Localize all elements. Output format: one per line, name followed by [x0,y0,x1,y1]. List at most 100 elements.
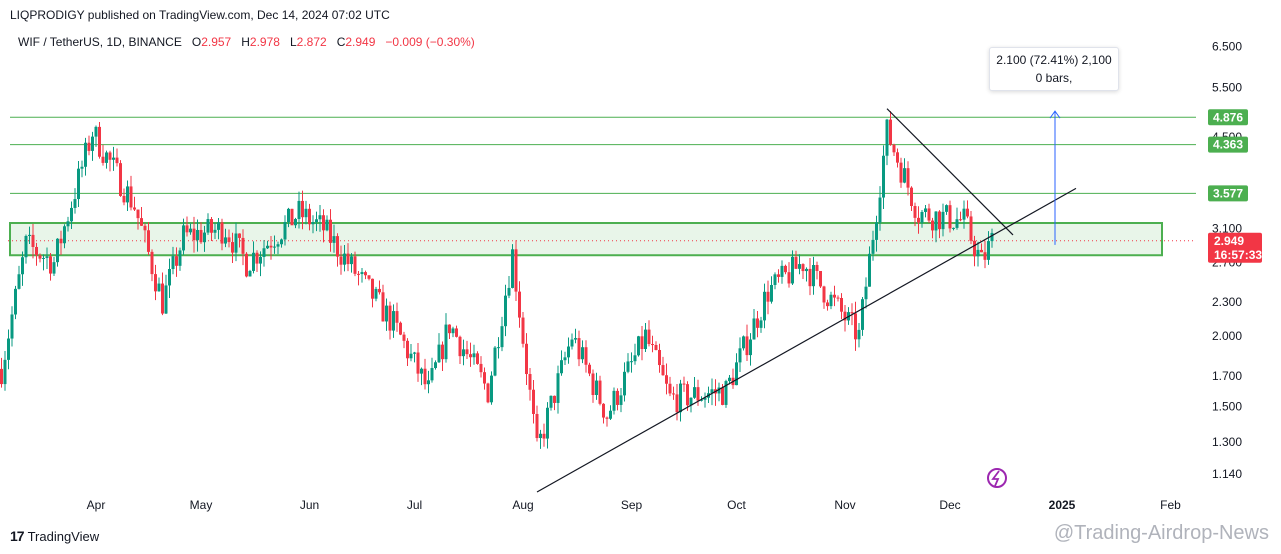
candle-body [567,346,570,358]
candle-body [472,353,476,358]
candle-body [504,295,507,327]
candle-body [791,256,794,284]
y-tick-label: 5.500 [1212,81,1242,95]
alert-icon[interactable] [987,468,1007,488]
candle-body [518,291,521,318]
candle-body [416,352,420,374]
candle-body [598,380,602,404]
candle-body [556,373,560,403]
candle-body [273,246,276,248]
candle-body [238,233,241,238]
x-tick-label: May [190,498,213,512]
candle-body [490,375,493,403]
candle-body [462,349,465,357]
candle-body [969,216,973,241]
candle-body [245,253,248,277]
candle-body [392,311,395,331]
candle-body [623,371,626,396]
candle-body [850,312,854,314]
candle-body [161,283,164,314]
candle-body [735,362,738,386]
candle-body [959,219,962,221]
candle-body [266,245,269,249]
candle-body [217,222,220,230]
candle-body [864,286,868,300]
candle-body [332,236,336,243]
candle-body [931,220,934,231]
candle-body [0,368,3,385]
candle-body [528,374,532,390]
close-value: 2.949 [345,35,376,49]
candle-body [154,274,157,292]
candle-body [973,240,976,257]
candle-body [675,394,679,413]
candle-body [553,395,556,403]
candle-body [220,222,224,244]
candle-body [486,383,490,403]
candle-body [248,270,252,277]
candle-body [535,413,539,439]
candle-body [703,397,707,400]
candle-body [374,288,378,299]
measure-tooltip: 2.100 (72.41%) 2,100 0 bars, [989,47,1119,91]
symbol-label[interactable]: WIF / TetherUS, 1D, BINANCE [18,35,182,49]
candle-body [500,326,504,348]
candle-body [101,156,105,163]
candle-body [812,265,815,287]
candle-body [899,162,903,183]
candle-body [119,163,122,196]
y-tick-label: 1.300 [1212,435,1242,449]
x-tick-label: 2025 [1049,498,1076,512]
trendline [536,187,1077,493]
candle-body [780,265,784,277]
candle-body [794,256,798,269]
trendlines [536,108,1077,493]
candle-body [465,349,469,355]
candle-body [308,208,311,225]
candle-body [143,225,147,231]
candle-body [924,208,927,212]
candle-body [357,273,360,275]
candle-body [658,349,661,366]
level-badge-label: 4.876 [1213,110,1243,124]
candle-body [672,393,675,395]
horizontal-levels [8,116,1196,242]
candle-body [857,329,861,340]
candle-body [693,387,696,398]
candle-body [52,262,56,274]
candle-body [679,383,682,413]
candle-body [756,318,759,328]
x-tick-label: Oct [727,498,746,512]
last-price-label: 2.949 [1214,234,1244,248]
candle-body [875,222,878,240]
candle-body [399,322,402,335]
x-tick-label: Jun [300,498,319,512]
tradingview-logo[interactable]: 17 TradingView [10,528,99,544]
candle-body [577,338,581,360]
watermark: @Trading-Airdrop-News [1053,522,1269,544]
x-tick-label: Apr [87,498,106,512]
candle-body [406,340,409,359]
candle-body [910,187,913,206]
candle-body [616,390,619,405]
candle-body [175,256,178,266]
last-price-badge [1208,232,1262,263]
candle-body [920,211,924,223]
candle-body [276,244,280,247]
candle-body [497,347,500,349]
candle-body [686,384,689,406]
candle-body [700,399,703,401]
candle-body [609,410,612,419]
measure-line-1: 2.100 (72.41%) 2,100 [996,53,1112,67]
candle-body [784,265,787,273]
candle-body [668,383,672,394]
candle-body [94,126,98,137]
candle-body [70,207,73,222]
candle-body [546,407,549,439]
candle-body [801,264,805,272]
open-value: 2.957 [201,35,232,49]
candle-body [861,299,864,330]
candle-body [945,205,948,212]
